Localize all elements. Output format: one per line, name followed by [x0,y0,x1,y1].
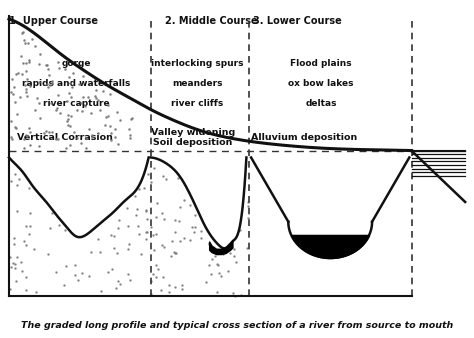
Text: 2. Middle Course: 2. Middle Course [165,16,257,26]
Text: rapids and waterfalls: rapids and waterfalls [22,79,131,88]
Text: 1. Upper Course: 1. Upper Course [9,16,98,26]
Text: The graded long profile and typical cross section of a river from source to mout: The graded long profile and typical cros… [21,320,453,330]
Text: Flood plains: Flood plains [290,59,352,68]
Text: interlocking spurs: interlocking spurs [151,59,244,68]
Text: river cliffs: river cliffs [172,99,224,107]
Text: river capture: river capture [43,99,110,107]
Text: ox bow lakes: ox bow lakes [288,79,354,88]
Text: 3. Lower Course: 3. Lower Course [254,16,342,26]
Text: Valley widening
Soil deposition: Valley widening Soil deposition [151,128,235,147]
Text: Alluvium deposition: Alluvium deposition [252,133,358,142]
Text: meanders: meanders [172,79,223,88]
Text: Vertical Corrasion: Vertical Corrasion [17,133,113,142]
Text: deltas: deltas [305,99,337,107]
Text: gorge: gorge [62,59,91,68]
